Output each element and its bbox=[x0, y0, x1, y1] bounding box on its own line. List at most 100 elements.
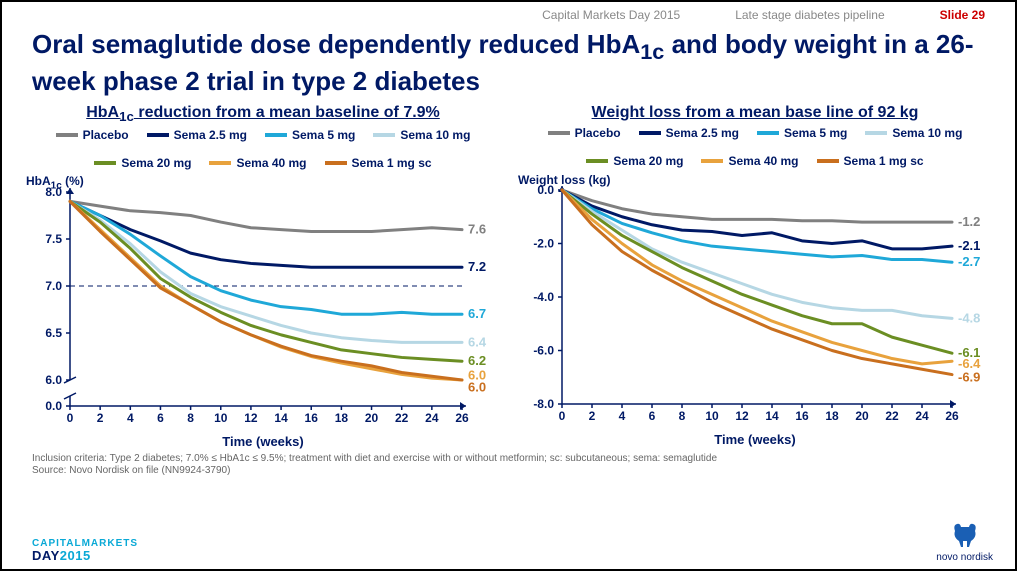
svg-text:16: 16 bbox=[305, 411, 319, 425]
svg-text:-2.0: -2.0 bbox=[533, 236, 554, 250]
svg-text:4: 4 bbox=[619, 409, 626, 423]
legend-label: Sema 2.5 mg bbox=[666, 126, 739, 140]
svg-text:6: 6 bbox=[649, 409, 656, 423]
legend-item: Sema 2.5 mg bbox=[147, 128, 247, 142]
svg-text:7.5: 7.5 bbox=[45, 232, 62, 246]
svg-text:0.0: 0.0 bbox=[537, 183, 554, 197]
slide-header: Capital Markets Day 2015 Late stage diab… bbox=[2, 2, 1015, 22]
legend-label: Sema 5 mg bbox=[292, 128, 355, 142]
legend-swatch bbox=[373, 133, 395, 137]
svg-text:6.7: 6.7 bbox=[468, 306, 486, 321]
svg-text:20: 20 bbox=[855, 409, 869, 423]
svg-text:26: 26 bbox=[945, 409, 959, 423]
svg-text:7.0: 7.0 bbox=[45, 279, 62, 293]
svg-text:Weight loss (kg): Weight loss (kg) bbox=[518, 173, 610, 187]
svg-text:12: 12 bbox=[735, 409, 749, 423]
svg-text:6.5: 6.5 bbox=[45, 326, 62, 340]
company-name: novo nordisk bbox=[936, 552, 993, 563]
logo-day: DAY bbox=[32, 548, 60, 563]
footer-logo-right: novo nordisk bbox=[936, 519, 993, 563]
legend-item: Sema 20 mg bbox=[586, 154, 683, 168]
legend-swatch bbox=[56, 133, 78, 137]
legend-label: Sema 1 mg sc bbox=[352, 156, 432, 170]
svg-text:26: 26 bbox=[455, 411, 469, 425]
svg-text:6.0: 6.0 bbox=[468, 379, 486, 394]
svg-text:4: 4 bbox=[127, 411, 134, 425]
svg-text:12: 12 bbox=[244, 411, 258, 425]
weight-plot: Weight loss (kg)0.0-2.0-4.0-6.0-8.002468… bbox=[516, 172, 994, 432]
legend-label: Sema 2.5 mg bbox=[174, 128, 247, 142]
legend-swatch bbox=[865, 131, 887, 135]
footer-logo-left: CAPITALMARKETS DAY2015 bbox=[32, 535, 138, 563]
svg-text:24: 24 bbox=[425, 411, 439, 425]
svg-text:6.0: 6.0 bbox=[45, 373, 62, 387]
legend-item: Sema 20 mg bbox=[94, 156, 191, 170]
svg-text:20: 20 bbox=[365, 411, 379, 425]
legend-item: Placebo bbox=[56, 128, 129, 142]
legend-item: Sema 5 mg bbox=[265, 128, 355, 142]
svg-text:7.2: 7.2 bbox=[468, 259, 486, 274]
weight-chart: Weight loss from a mean base line of 92 … bbox=[516, 104, 994, 449]
legend-swatch bbox=[639, 131, 661, 135]
svg-text:14: 14 bbox=[274, 411, 288, 425]
legend-swatch bbox=[209, 161, 231, 165]
svg-text:8: 8 bbox=[187, 411, 194, 425]
legend-item: Sema 2.5 mg bbox=[639, 126, 739, 140]
legend-swatch bbox=[265, 133, 287, 137]
hba1c-chart: HbA1c reduction from a mean baseline of … bbox=[24, 104, 502, 449]
svg-text:24: 24 bbox=[915, 409, 929, 423]
footnote: Inclusion criteria: Type 2 diabetes; 7.0… bbox=[2, 449, 1015, 478]
svg-text:0: 0 bbox=[559, 409, 566, 423]
legend-label: Sema 5 mg bbox=[784, 126, 847, 140]
legend-item: Sema 5 mg bbox=[757, 126, 847, 140]
svg-text:22: 22 bbox=[885, 409, 899, 423]
svg-text:0.0: 0.0 bbox=[45, 399, 62, 413]
svg-text:2: 2 bbox=[97, 411, 104, 425]
legend-label: Sema 1 mg sc bbox=[844, 154, 924, 168]
event-name: Capital Markets Day 2015 bbox=[542, 8, 680, 22]
legend-swatch bbox=[701, 159, 723, 163]
legend-item: Sema 40 mg bbox=[209, 156, 306, 170]
x-axis-label: Time (weeks) bbox=[516, 432, 994, 447]
legend-swatch bbox=[757, 131, 779, 135]
svg-text:-2.1: -2.1 bbox=[958, 238, 980, 253]
legend-label: Sema 20 mg bbox=[121, 156, 191, 170]
legend-label: Sema 40 mg bbox=[236, 156, 306, 170]
svg-text:0: 0 bbox=[67, 411, 74, 425]
svg-text:-4.0: -4.0 bbox=[533, 290, 554, 304]
svg-text:-4.8: -4.8 bbox=[958, 310, 980, 325]
legend-label: Sema 10 mg bbox=[892, 126, 962, 140]
svg-text:16: 16 bbox=[795, 409, 809, 423]
legend-swatch bbox=[817, 159, 839, 163]
svg-text:-6.0: -6.0 bbox=[533, 343, 554, 357]
legend-label: Sema 40 mg bbox=[728, 154, 798, 168]
svg-text:-2.7: -2.7 bbox=[958, 254, 980, 269]
legend-swatch bbox=[548, 131, 570, 135]
hba1c-chart-title: HbA1c reduction from a mean baseline of … bbox=[24, 104, 502, 124]
legend-swatch bbox=[147, 133, 169, 137]
bull-icon bbox=[947, 519, 983, 549]
svg-text:10: 10 bbox=[705, 409, 719, 423]
svg-text:-8.0: -8.0 bbox=[533, 397, 554, 411]
svg-text:6.2: 6.2 bbox=[468, 353, 486, 368]
section-name: Late stage diabetes pipeline bbox=[735, 8, 884, 22]
svg-text:2: 2 bbox=[589, 409, 596, 423]
legend-item: Sema 40 mg bbox=[701, 154, 798, 168]
svg-text:7.6: 7.6 bbox=[468, 222, 486, 237]
legend: Placebo Sema 2.5 mg Sema 5 mg Sema 10 mg Sem… bbox=[24, 128, 502, 170]
slide-number: Slide 29 bbox=[940, 8, 985, 22]
legend-item: Sema 1 mg sc bbox=[817, 154, 924, 168]
svg-text:10: 10 bbox=[214, 411, 228, 425]
weight-chart-title: Weight loss from a mean base line of 92 … bbox=[516, 104, 994, 122]
legend-swatch bbox=[94, 161, 116, 165]
logo-cm: CAPITALMARKETS bbox=[32, 538, 138, 549]
legend-label: Sema 10 mg bbox=[400, 128, 470, 142]
svg-text:22: 22 bbox=[395, 411, 409, 425]
legend-item: Sema 10 mg bbox=[865, 126, 962, 140]
legend-label: Placebo bbox=[575, 126, 621, 140]
svg-text:8.0: 8.0 bbox=[45, 185, 62, 199]
hba1c-plot: HbA1c (%)8.07.57.06.56.00.00246810121416… bbox=[24, 174, 502, 434]
svg-text:8: 8 bbox=[679, 409, 686, 423]
logo-year: 2015 bbox=[60, 548, 91, 563]
legend-label: Sema 20 mg bbox=[613, 154, 683, 168]
